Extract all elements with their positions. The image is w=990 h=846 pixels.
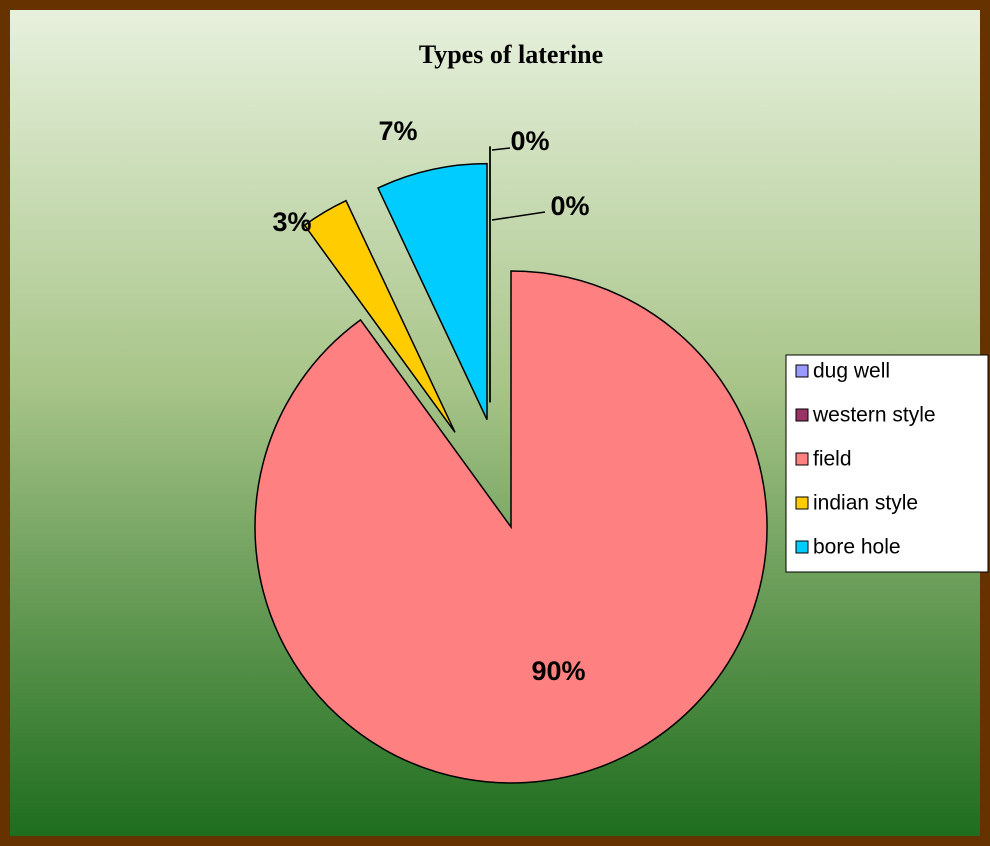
- leader-line: [491, 211, 546, 221]
- legend-swatch: [795, 408, 809, 422]
- legend-label: indian style: [813, 492, 918, 515]
- data-label: 7%: [378, 116, 417, 146]
- legend-swatch: [795, 540, 809, 554]
- legend-label: bore hole: [813, 536, 901, 559]
- leader-line: [491, 147, 511, 151]
- data-label: 0%: [510, 126, 549, 156]
- legend: [785, 354, 989, 573]
- pie-slice: [377, 162, 488, 420]
- legend-swatch: [795, 452, 809, 466]
- legend-swatch: [795, 364, 809, 378]
- chart-title: Types of laterine: [419, 40, 603, 69]
- legend-label: field: [813, 448, 852, 471]
- data-label: 90%: [531, 656, 585, 686]
- pie-slice: [303, 199, 456, 433]
- data-label: 3%: [272, 207, 311, 237]
- pie-slice: [254, 270, 768, 784]
- legend-label: western style: [812, 404, 936, 427]
- legend-label: dug well: [813, 360, 890, 383]
- data-label: 0%: [550, 191, 589, 221]
- legend-swatch: [795, 496, 809, 510]
